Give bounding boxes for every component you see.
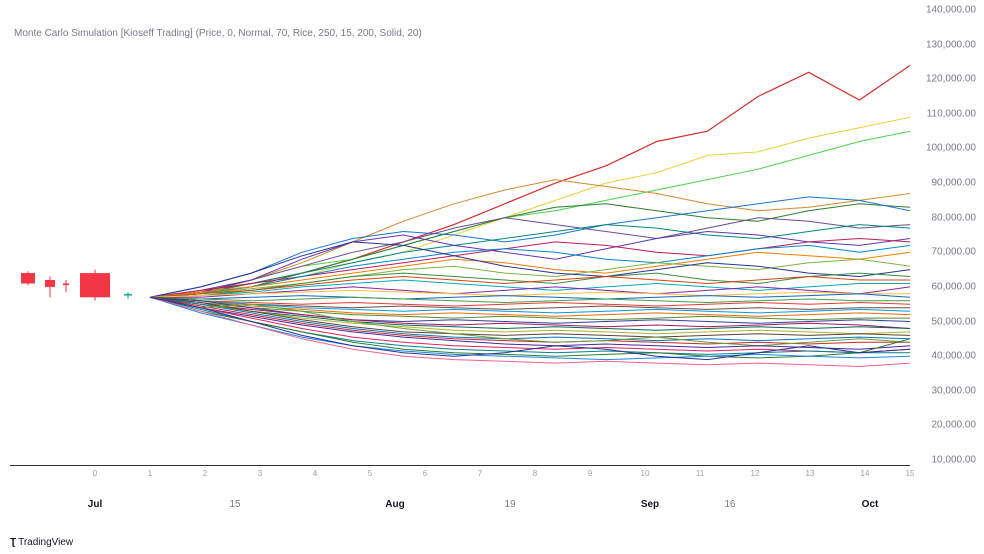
series-line xyxy=(150,131,910,297)
x-tick-major: 19 xyxy=(504,499,515,510)
y-tick: 100,000.00 xyxy=(926,143,976,154)
watermark-text: TradingView xyxy=(18,537,73,548)
y-axis: 10,000.0020,000.0030,000.0040,000.0050,0… xyxy=(911,10,976,460)
y-tick: 40,000.00 xyxy=(932,351,977,362)
x-tick-major: Sep xyxy=(641,499,659,510)
y-tick: 120,000.00 xyxy=(926,74,976,85)
x-tick-minor: 5 xyxy=(368,469,372,478)
y-tick: 50,000.00 xyxy=(932,316,977,327)
y-tick: 130,000.00 xyxy=(926,39,976,50)
y-tick: 20,000.00 xyxy=(932,420,977,431)
y-tick: 70,000.00 xyxy=(932,247,977,258)
x-tick-minor: 15 xyxy=(906,469,915,478)
x-tick-minor: 7 xyxy=(478,469,482,478)
y-tick: 30,000.00 xyxy=(932,385,977,396)
x-tick-major: Jul xyxy=(88,499,102,510)
x-tick-minor: 11 xyxy=(696,469,704,478)
x-tick-major: 15 xyxy=(229,499,240,510)
x-tick-minor: 1 xyxy=(148,469,152,478)
x-tick-major: Aug xyxy=(385,499,404,510)
x-axis-line xyxy=(10,465,910,466)
x-tick-minor: 10 xyxy=(641,469,650,478)
y-tick: 110,000.00 xyxy=(927,108,976,119)
tradingview-icon: Ʈ xyxy=(10,537,15,548)
watermark: Ʈ TradingView xyxy=(10,537,73,548)
x-tick-minor: 6 xyxy=(423,469,427,478)
series-line xyxy=(150,297,910,302)
y-tick: 140,000.00 xyxy=(926,5,976,16)
x-tick-minor: 14 xyxy=(861,469,870,478)
x-tick-minor: 0 xyxy=(93,469,97,478)
x-tick-minor: 3 xyxy=(258,469,262,478)
x-tick-minor: 9 xyxy=(588,469,592,478)
x-tick-minor: 8 xyxy=(533,469,537,478)
y-tick: 90,000.00 xyxy=(932,178,977,189)
x-tick-minor: 12 xyxy=(751,469,760,478)
x-axis-major: Jul 15 Aug 19 Sep 16 Oct xyxy=(10,499,910,519)
y-tick: 60,000.00 xyxy=(932,281,977,292)
x-tick-minor: 13 xyxy=(806,469,815,478)
y-tick: 10,000.00 xyxy=(932,455,977,466)
x-tick-minor: 2 xyxy=(203,469,207,478)
series-line xyxy=(150,117,910,297)
x-axis-minor: 0123456789101112131415 xyxy=(10,469,910,489)
y-tick: 80,000.00 xyxy=(932,212,977,223)
x-tick-major: 16 xyxy=(724,499,735,510)
series-line xyxy=(150,225,910,298)
series-line xyxy=(150,65,910,297)
x-tick-major: Oct xyxy=(862,499,879,510)
x-tick-minor: 4 xyxy=(313,469,317,478)
chart-container: Monte Carlo Simulation [Kioseff Trading]… xyxy=(0,0,984,554)
